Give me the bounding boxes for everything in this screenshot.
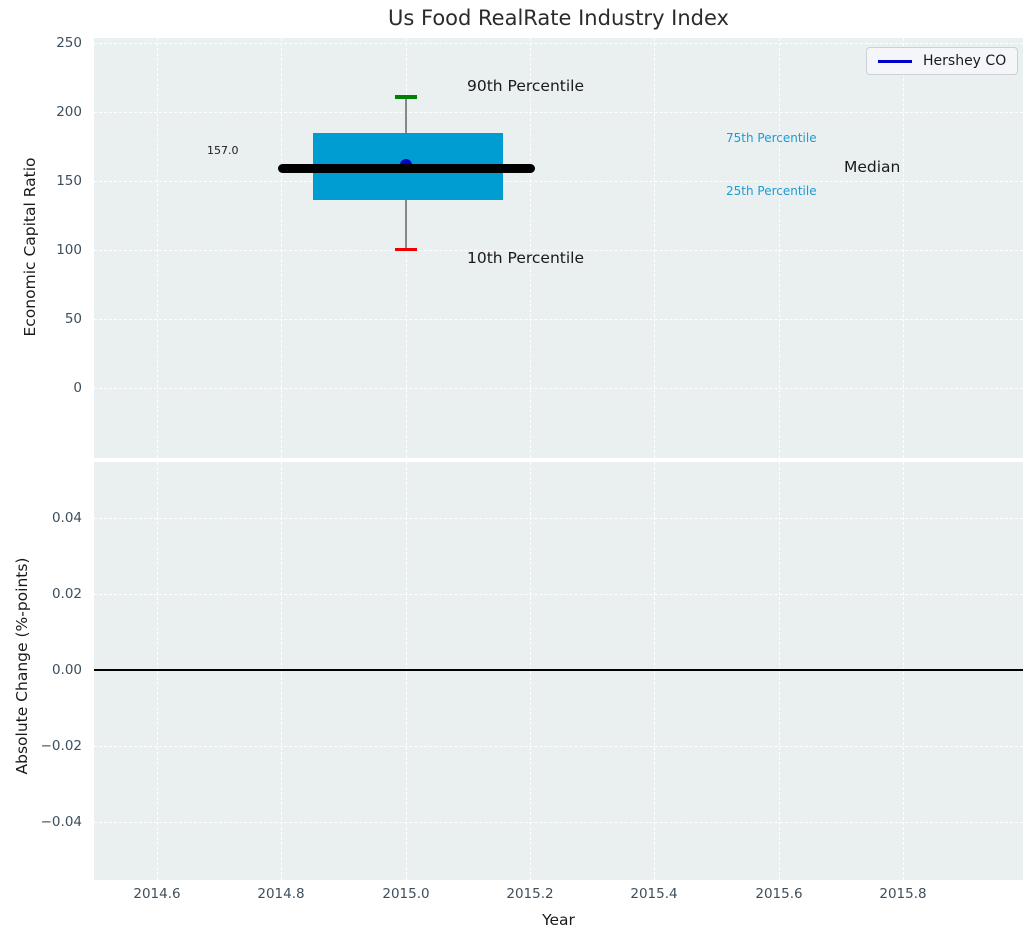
ytick-label: 0.00 (51, 662, 82, 678)
gridline (654, 462, 655, 880)
ytick-label: 0.02 (51, 586, 82, 602)
gridline (281, 38, 282, 458)
y-axis-label-bottom: Absolute Change (%-points) (13, 557, 31, 775)
ytick-label: −0.02 (40, 738, 82, 754)
ytick-label: 250 (56, 35, 82, 51)
chart-title: Us Food RealRate Industry Index (388, 6, 729, 30)
zero-line (94, 669, 1023, 671)
legend-label: Hershey CO (923, 53, 1007, 69)
xtick-label: 2015.8 (879, 886, 927, 902)
xtick-label: 2015.0 (382, 886, 430, 902)
gridline (94, 746, 1023, 747)
ytick-label: 50 (64, 311, 82, 327)
ytick-label: 100 (56, 242, 82, 258)
gridline (94, 112, 1023, 113)
gridline (157, 38, 158, 458)
percentile-75-annotation: 75th Percentile (726, 131, 817, 145)
top-plot (94, 38, 1023, 458)
gridline (94, 822, 1023, 823)
xtick-label: 2015.6 (755, 886, 803, 902)
gridline (654, 38, 655, 458)
gridline (94, 518, 1023, 519)
gridline (94, 250, 1023, 251)
x-axis-label: Year (542, 911, 575, 929)
gridline (94, 388, 1023, 389)
y-axis-label-top: Economic Capital Ratio (21, 157, 39, 337)
ytick-label: 0.04 (51, 510, 82, 526)
median-annotation: Median (844, 158, 901, 176)
percentile-10-cap (395, 247, 417, 251)
median-line (278, 164, 535, 173)
legend-line-sample (878, 59, 912, 63)
gridline (779, 462, 780, 880)
percentile-10-annotation: 10th Percentile (467, 249, 585, 267)
ytick-label: 200 (56, 104, 82, 120)
percentile-90-annotation: 90th Percentile (467, 77, 585, 95)
gridline (94, 319, 1023, 320)
gridline (94, 594, 1023, 595)
gridline (94, 181, 1023, 182)
gridline (903, 462, 904, 880)
gridline (406, 462, 407, 880)
xtick-label: 2015.4 (630, 886, 678, 902)
xtick-label: 2014.6 (133, 886, 181, 902)
gridline (281, 462, 282, 880)
gridline (94, 43, 1023, 44)
xtick-label: 2014.8 (257, 886, 305, 902)
percentile-90-cap (395, 95, 417, 99)
xtick-label: 2015.2 (506, 886, 554, 902)
ytick-label: 0 (73, 380, 82, 396)
gridline (779, 38, 780, 458)
percentile-25-annotation: 25th Percentile (726, 184, 817, 198)
gridline (530, 38, 531, 458)
bottom-plot (94, 462, 1023, 880)
gridline (157, 462, 158, 880)
ytick-label: 150 (56, 173, 82, 189)
ytick-label: −0.04 (40, 814, 82, 830)
gridline (530, 462, 531, 880)
legend: Hershey CO (866, 47, 1019, 75)
median-value-annotation: 157.0 (207, 144, 239, 157)
gridline (903, 38, 904, 458)
